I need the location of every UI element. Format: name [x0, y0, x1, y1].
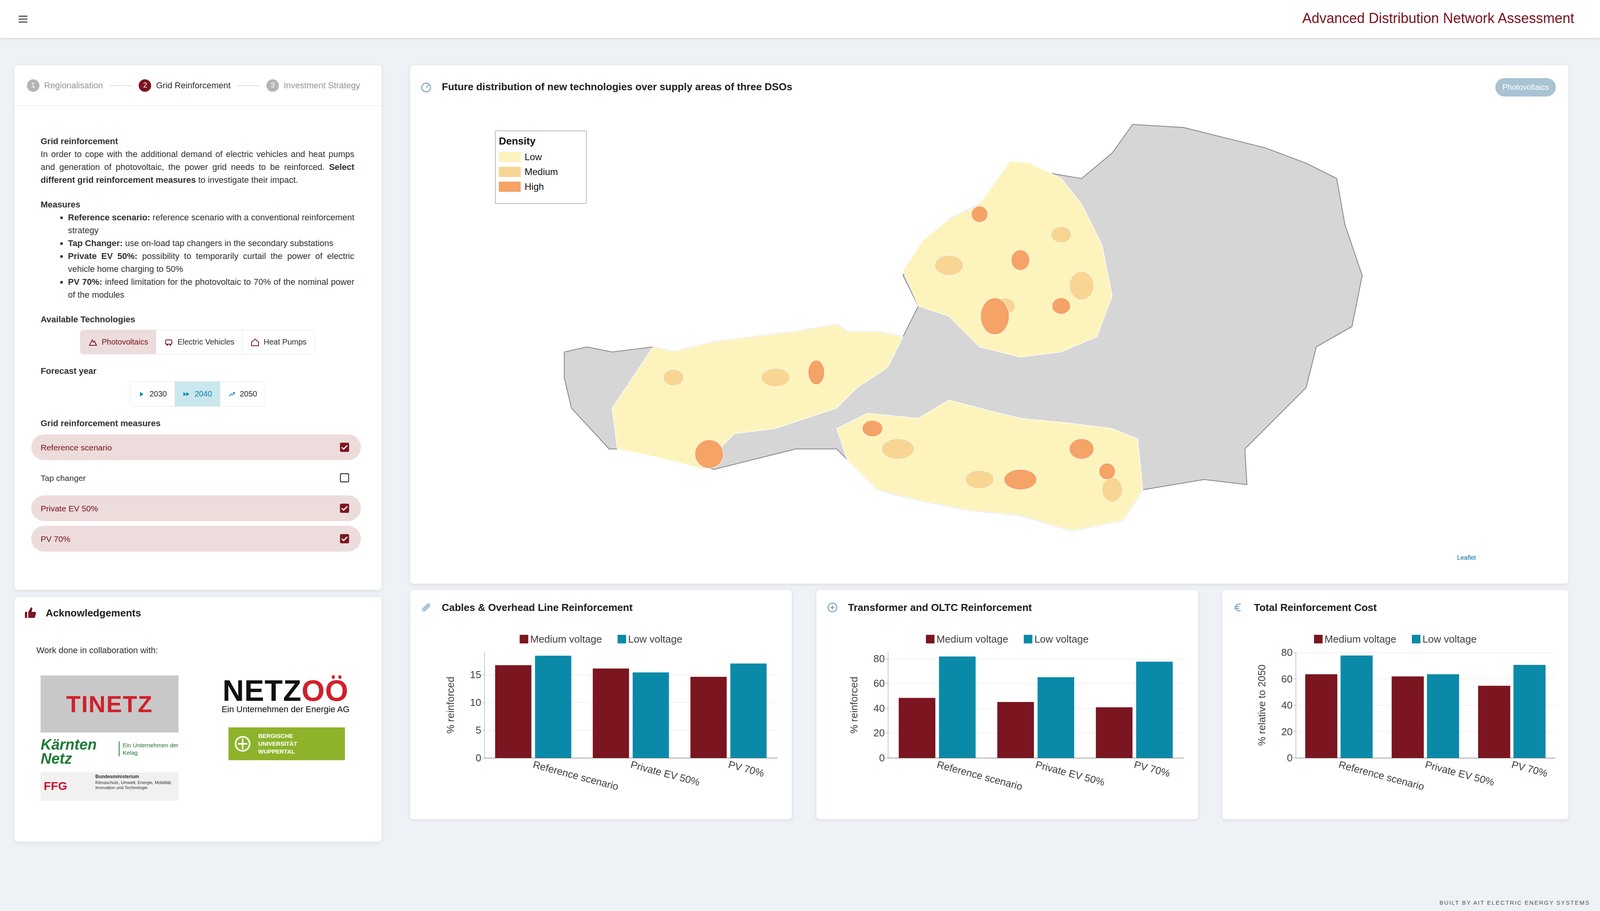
html-text:NETZ OÖ: NETZ OÖ: [222, 673, 349, 708]
html-text:Grid reinforcement: Grid reinforcement: [40, 136, 118, 147]
html-text:PV 70%: PV 70%: [40, 534, 71, 544]
svg-text:20: 20: [1281, 725, 1293, 738]
html-text:Private EV 50%: Private EV 50%: [40, 503, 99, 513]
svg-text:Reference scenario: Reference scenario: [531, 758, 620, 793]
html-text:Grid reinforcement measures: Grid reinforcement measures: [40, 418, 161, 429]
html-text:WUPPERTAL: WUPPERTAL: [258, 748, 295, 755]
html-text:Advanced Distribution Network: Advanced Distribution Network Assessment: [1302, 10, 1575, 27]
html-text:High: High: [524, 181, 544, 192]
svg-text:Private EV 50%: Private EV 50%: [1034, 758, 1107, 789]
html-text:TINETZ: TINETZ: [66, 690, 153, 717]
svg-text:Private EV 50%: Private EV 50%: [629, 758, 702, 789]
svg-text:Private EV 50%: Private EV 50%: [1423, 758, 1496, 789]
html-text:Transformer and OLTC Reinforce: Transformer and OLTC Reinforcement: [848, 601, 1032, 614]
svg-text:Reference scenario: Reference scenario: [935, 758, 1024, 793]
html-text:1: 1: [31, 81, 36, 90]
html-text:Reference scenario: reference: Reference scenario: reference scenario w…: [67, 212, 355, 236]
svg-text:10: 10: [469, 696, 482, 709]
svg-text:PV 70%: PV 70%: [726, 758, 766, 780]
html-text:Low: Low: [524, 151, 542, 163]
html-text:PV 70%: infeed limitation for: PV 70%: infeed limitation for the photov…: [67, 276, 355, 300]
svg-text:% relative to 2050: % relative to 2050: [1255, 664, 1268, 746]
html-text:Regionalisation: Regionalisation: [44, 80, 103, 91]
html-text:Future distribution of new tec: Future distribution of new technologies …: [441, 80, 793, 93]
svg-text:20: 20: [873, 726, 885, 739]
svg-text:80: 80: [873, 652, 885, 665]
html-text:Electric Vehicles: Electric Vehicles: [177, 337, 235, 347]
svg-text:Medium voltage: Medium voltage: [530, 633, 602, 645]
svg-text:Low voltage: Low voltage: [1034, 633, 1089, 645]
html-text:Leaflet: Leaflet: [1457, 554, 1476, 561]
svg-text:0: 0: [475, 751, 482, 764]
svg-text:60: 60: [873, 677, 885, 690]
html-text:2040: 2040: [194, 389, 213, 399]
svg-text:0: 0: [1287, 751, 1293, 764]
html-text:3: 3: [270, 81, 275, 90]
svg-text:PV 70%: PV 70%: [1132, 758, 1172, 780]
html-text:Ein Unternehmen der Kelag: Ein Unternehmen der Kelag: [122, 741, 179, 756]
svg-text:40: 40: [1281, 699, 1293, 711]
html-text:Ein Unternehmen der Energie AG: Ein Unternehmen der Energie AG: [221, 704, 350, 715]
html-text:Work done in collaboration wit: Work done in collaboration with:: [36, 645, 158, 656]
html-text:Density: Density: [498, 135, 536, 147]
html-text:Reference scenario: Reference scenario: [40, 442, 112, 452]
html-text:UNIVERSITÄT: UNIVERSITÄT: [258, 740, 298, 747]
svg-text:Reference scenario: Reference scenario: [1337, 758, 1426, 793]
html-text:Measures: Measures: [40, 199, 81, 210]
svg-text:% reinforced: % reinforced: [444, 676, 457, 734]
svg-text:80: 80: [1281, 646, 1293, 659]
html-text:Available Technologies: Available Technologies: [40, 314, 136, 325]
svg-text:PV 70%: PV 70%: [1510, 758, 1549, 780]
html-text:Forecast year: Forecast year: [40, 366, 97, 376]
html-text:FFG: FFG: [43, 779, 68, 793]
html-text:Private EV 50%: possibility to: Private EV 50%: possibility to temporari…: [67, 251, 355, 274]
html-text:BERGISCHE: BERGISCHE: [258, 732, 294, 740]
html-text:Grid Reinforcement: Grid Reinforcement: [156, 80, 231, 91]
html-text:Klimaschutz, Umwelt, Energie,: Klimaschutz, Umwelt, Energie, Mobilität,…: [95, 780, 172, 790]
html-text:2050: 2050: [239, 389, 258, 399]
svg-text:5: 5: [475, 724, 482, 736]
svg-text:0: 0: [879, 751, 885, 764]
svg-text:15: 15: [469, 668, 482, 681]
html-text:Heat Pumps: Heat Pumps: [263, 337, 307, 347]
svg-text:Medium voltage: Medium voltage: [1324, 633, 1397, 645]
html-text:BUILT BY AIT ELECTRIC ENERGY S: BUILT BY AIT ELECTRIC ENERGY SYSTEMS: [1439, 899, 1590, 906]
html-text:2: 2: [143, 81, 148, 90]
html-text:Medium: Medium: [524, 166, 558, 177]
html-text:Tap Changer: use on-load tap c: Tap Changer: use on-load tap changers in…: [67, 238, 334, 249]
svg-text:Medium voltage: Medium voltage: [936, 633, 1009, 645]
svg-text:Low voltage: Low voltage: [1422, 633, 1477, 645]
html-text:In order to cope with the addi: In order to cope with the additional dem…: [40, 149, 355, 185]
svg-text:Low voltage: Low voltage: [628, 633, 683, 645]
html-text:Bundesministerium: Bundesministerium: [95, 773, 140, 780]
html-text:Total Reinforcement Cost: Total Reinforcement Cost: [1253, 601, 1377, 614]
html-text:Photovoltaics: Photovoltaics: [1502, 82, 1549, 92]
html-text:Investment Strategy: Investment Strategy: [283, 80, 361, 91]
html-text:Cables & Overhead Line Reinfor: Cables & Overhead Line Reinforcement: [441, 601, 633, 614]
html-text:2030: 2030: [149, 389, 167, 399]
html-text:Tap changer: Tap changer: [40, 473, 86, 483]
html-text:Kärnten Netz: Kärnten Netz: [40, 736, 97, 767]
html-text:Acknowledgements: Acknowledgements: [45, 607, 142, 619]
svg-text:% reinforced: % reinforced: [848, 676, 860, 734]
html-text:Photovoltaics: Photovoltaics: [101, 337, 149, 347]
svg-text:40: 40: [873, 702, 885, 715]
svg-text:60: 60: [1281, 673, 1293, 685]
